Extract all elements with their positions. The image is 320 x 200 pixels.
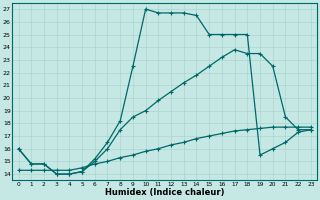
X-axis label: Humidex (Indice chaleur): Humidex (Indice chaleur) (105, 188, 224, 197)
